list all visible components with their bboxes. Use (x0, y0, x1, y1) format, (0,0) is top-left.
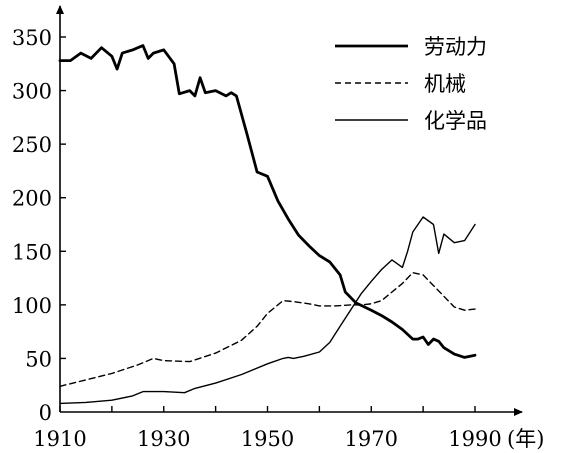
x-axis-unit-label: (年) (507, 427, 544, 451)
series-layer (58, 44, 477, 405)
series-line-1 (59, 272, 476, 387)
x-tick-label: 1990 (448, 427, 501, 451)
x-tick-label: 1970 (345, 427, 398, 451)
legend-label: 化学品 (424, 109, 487, 133)
axes (56, 5, 523, 416)
y-tick-label: 300 (12, 80, 52, 104)
legend-label: 劳动力 (424, 35, 487, 59)
y-tick-label: 150 (12, 240, 52, 264)
legend-label: 机械 (424, 72, 466, 96)
x-tick-label: 1950 (241, 427, 294, 451)
axis-ticks: 0 50 100 150 200 250 300 350 1910 1930 1950 1970 199… (12, 26, 502, 451)
y-tick-label: 200 (12, 187, 52, 211)
y-tick-label: 250 (12, 133, 52, 157)
y-tick-label: 0 (39, 401, 52, 425)
y-tick-label: 50 (25, 347, 52, 371)
x-tick-label: 1910 (33, 427, 86, 451)
y-tick-label: 350 (12, 26, 52, 50)
x-tick-label: 1930 (137, 427, 190, 451)
series-line-0 (58, 44, 477, 359)
y-tick-label: 100 (12, 294, 52, 318)
series-line-2 (59, 216, 476, 405)
